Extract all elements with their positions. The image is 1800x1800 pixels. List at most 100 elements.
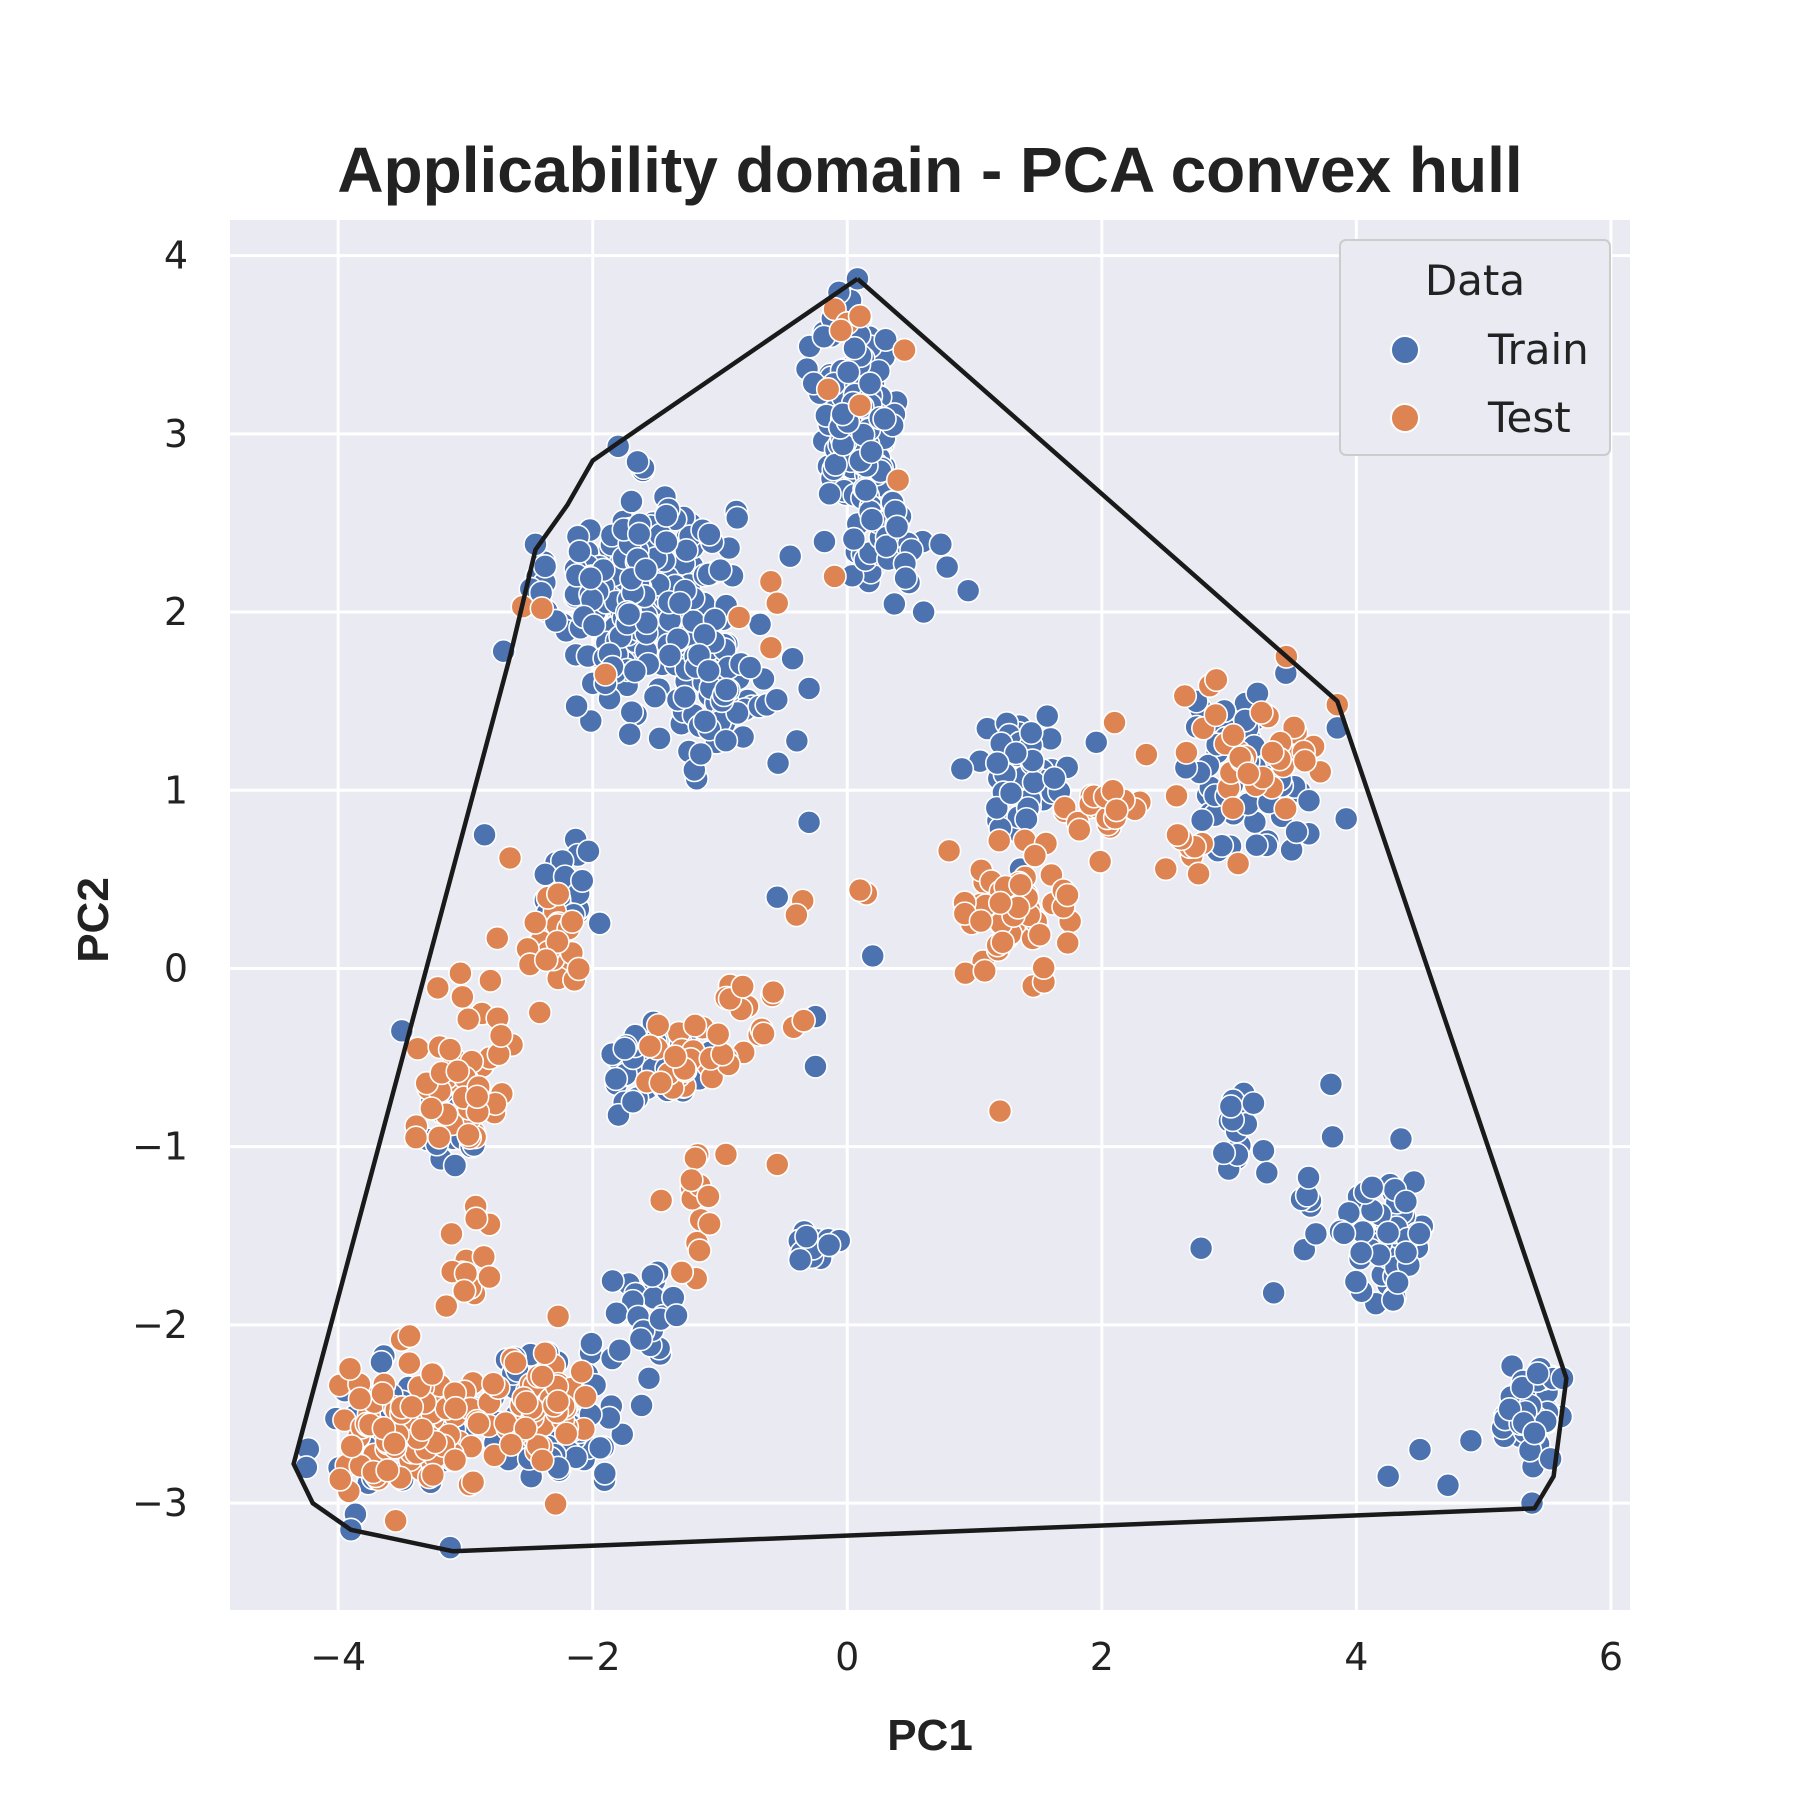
point-train (1509, 1375, 1535, 1400)
point-train (633, 557, 659, 582)
point-train (369, 1349, 394, 1375)
y-tick-label: 0 (164, 946, 188, 990)
point-train (841, 526, 867, 552)
point-test (683, 1145, 708, 1171)
point-train (672, 684, 698, 710)
point-test (477, 1264, 502, 1290)
point-test (419, 1361, 445, 1387)
point-test (1055, 882, 1080, 908)
point-test (847, 393, 873, 418)
point-test (533, 947, 559, 973)
point-train (567, 539, 592, 564)
point-train (1393, 1189, 1419, 1214)
point-train (619, 699, 645, 725)
point-train (1435, 1472, 1461, 1498)
legend: Data Train Test (1339, 239, 1611, 456)
point-test (892, 337, 917, 363)
point-test (986, 828, 1012, 853)
legend-box (1339, 239, 1611, 456)
point-train (724, 505, 750, 531)
point-test (445, 1058, 471, 1084)
legend-label-test: Test (1487, 393, 1571, 442)
point-train (1261, 1280, 1286, 1306)
point-test (503, 1350, 528, 1376)
point-train (874, 533, 899, 559)
point-train (882, 591, 907, 617)
point-train (472, 822, 497, 848)
point-test (764, 590, 790, 616)
point-test (382, 1431, 407, 1456)
point-train (1303, 1221, 1329, 1247)
point-train (764, 884, 790, 910)
point-test (443, 1395, 468, 1421)
point-train (984, 795, 1010, 821)
point-test (648, 1070, 674, 1096)
point-train (1375, 1220, 1401, 1246)
point-train (647, 726, 672, 751)
point-train (1251, 1138, 1276, 1163)
legend-marker-train (1390, 335, 1420, 365)
point-train (578, 708, 604, 734)
y-tick-label: −1 (132, 1125, 188, 1169)
point-test (1235, 761, 1261, 786)
point-test (478, 968, 503, 993)
point-test (648, 1188, 674, 1213)
x-tick-label: 4 (1344, 1635, 1368, 1679)
point-train (1458, 1428, 1484, 1454)
point-train (628, 1326, 654, 1352)
point-test (488, 1023, 514, 1048)
point-train (1359, 1174, 1385, 1200)
point-train (1407, 1437, 1433, 1462)
point-train (780, 646, 805, 672)
point-train (620, 1089, 646, 1115)
point-train (609, 1422, 635, 1447)
point-test (1249, 700, 1274, 725)
point-test (409, 1417, 435, 1442)
point-test (679, 1167, 704, 1193)
point-train (1348, 1240, 1374, 1265)
point-train (787, 1247, 813, 1273)
point-test (450, 984, 475, 1010)
point-test (397, 1323, 422, 1349)
point-train (1211, 1140, 1237, 1166)
point-train (884, 514, 910, 540)
point-test (455, 1006, 481, 1032)
point-train (1296, 788, 1322, 813)
point-train (713, 728, 739, 754)
point-test (760, 979, 786, 1005)
point-test (885, 467, 911, 493)
point-test (484, 925, 510, 951)
point-train (604, 1300, 629, 1326)
point-test (569, 1359, 594, 1384)
point-test (637, 1033, 663, 1059)
point-test (710, 1041, 735, 1067)
point-test (705, 1021, 731, 1047)
point-train (1254, 1160, 1280, 1186)
point-test (529, 596, 555, 621)
point-test (403, 1125, 429, 1151)
point-test (1067, 817, 1092, 843)
scatter-points (294, 266, 1575, 1560)
point-train (1375, 1464, 1401, 1489)
point-train (1042, 765, 1067, 791)
point-test (847, 877, 873, 903)
point-train (640, 1263, 665, 1288)
point-train (1385, 1270, 1410, 1295)
point-train (1320, 1124, 1345, 1150)
point-train (1244, 832, 1269, 858)
point-test (439, 1221, 464, 1247)
x-tick-label: 6 (1599, 1635, 1623, 1679)
point-test (375, 1458, 400, 1483)
point-train (579, 1331, 604, 1356)
point-test (545, 1304, 571, 1329)
x-tick-label: 0 (835, 1635, 859, 1679)
point-train (796, 810, 822, 835)
point-test (460, 1469, 486, 1495)
point-test (427, 1125, 452, 1150)
point-train (842, 335, 867, 361)
point-train (860, 943, 886, 969)
y-tick-label: 1 (164, 768, 188, 812)
point-train (564, 693, 589, 719)
point-test (383, 1508, 408, 1534)
